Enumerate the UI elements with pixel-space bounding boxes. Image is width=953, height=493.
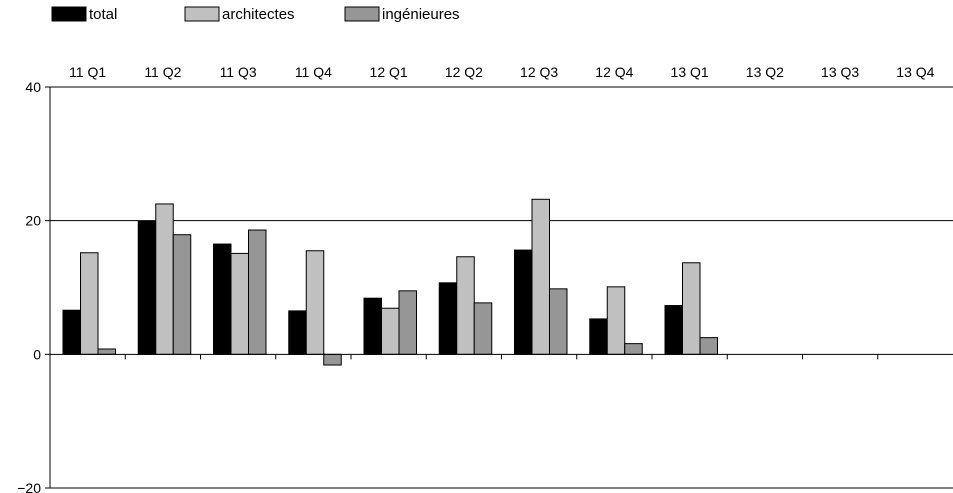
bar-ingénieures [323,353,342,366]
bar-ingénieures [624,343,643,355]
gridlines [50,86,953,222]
y-tick-labels: −20 0 20 40 [17,79,41,493]
bar-architectes [305,250,325,355]
bar-total [589,318,608,355]
y-tick-label: −20 [17,480,41,493]
bar-ingénieures [549,288,568,355]
legend-label-total: total [89,6,117,23]
bar-ingénieures [172,234,192,355]
x-tick-label: 12 Q1 [370,64,408,80]
x-tick-label: 13 Q3 [821,64,859,80]
x-tick-labels: 11 Q1 11 Q2 11 Q3 11 Q4 12 Q1 12 Q2 12 Q3 12 Q4… [69,64,935,80]
x-tick-label: 12 Q2 [445,64,483,80]
bar-architectes [606,286,626,355]
y-tick-label: 40 [25,79,41,95]
legend: total architectes ingénieures [51,6,460,23]
x-tick-label: 11 Q3 [220,64,257,80]
legend-swatch-total [51,6,87,22]
y-tick-label: 20 [25,213,41,229]
bar-ingénieures [473,302,493,355]
bar-total [363,297,382,355]
bar-total [288,310,307,355]
legend-swatch-ingénieures [344,6,380,22]
bar-architectes [230,252,249,355]
bar-total [514,249,533,355]
x-tick-label: 12 Q3 [520,64,558,80]
legend-swatch-architectes [184,6,220,22]
x-tick-label: 13 Q2 [746,64,784,80]
x-tick-label: 11 Q4 [295,64,332,80]
x-tick-label: 11 Q2 [144,64,181,80]
axes [45,86,953,489]
bar-architectes [381,307,400,355]
legend-label-architectes: architectes [222,6,295,23]
x-tick-label: 11 Q1 [69,64,106,80]
bar-ingénieures [699,337,718,355]
bar-total [438,282,458,355]
bar-total [62,309,81,355]
x-tick-label: 13 Q1 [671,64,709,80]
bar-architectes [682,262,701,355]
bar-total [137,220,157,355]
bar-total [664,305,683,355]
bar-ingénieures [248,229,267,355]
bar-architectes [155,203,174,355]
bars [62,198,718,366]
bar-architectes [80,252,99,355]
legend-label-ingénieures: ingénieures [382,6,460,23]
bar-architectes [531,198,550,355]
x-tick-label: 13 Q4 [896,64,934,80]
y-tick-label: 0 [33,346,41,362]
bar-ingénieures [398,290,417,355]
bar-ingénieures [97,348,116,355]
bar-architectes [456,256,475,355]
x-tick-label: 12 Q4 [595,64,633,80]
bar-total [213,243,232,355]
